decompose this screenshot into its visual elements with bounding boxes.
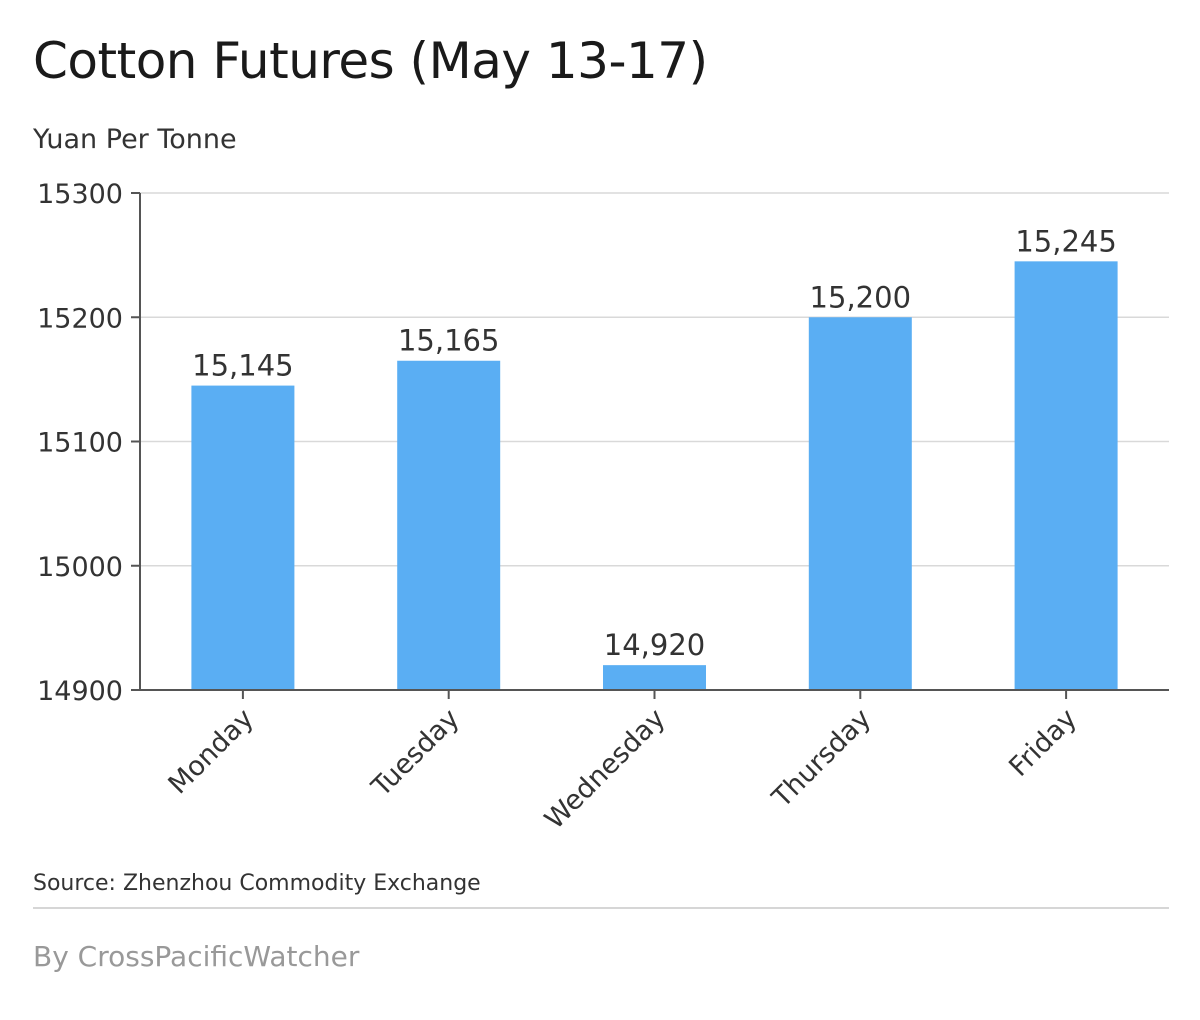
x-tick-label: Tuesday bbox=[365, 703, 465, 803]
bar-friday bbox=[1014, 261, 1118, 690]
x-tick-label: Thursday bbox=[766, 703, 877, 814]
data-label: 15,245 bbox=[1015, 224, 1116, 258]
source-note: Source: Zhenzhou Commodity Exchange bbox=[33, 871, 481, 896]
x-tick-label: Friday bbox=[1003, 703, 1083, 783]
chart-title: Cotton Futures (May 13-17) bbox=[33, 32, 708, 90]
bar-thursday bbox=[808, 317, 912, 690]
data-label: 14,920 bbox=[604, 628, 705, 662]
data-label: 15,165 bbox=[398, 324, 499, 358]
data-label: 15,200 bbox=[810, 280, 911, 314]
y-tick-label: 15300 bbox=[37, 179, 123, 210]
bar-chart: 14900 15000 15100 15200 15300 15,145 Monday 15,… bbox=[37, 179, 1169, 835]
bar-monday bbox=[191, 385, 295, 690]
y-tick-label: 15000 bbox=[37, 552, 123, 583]
y-tick-label: 14900 bbox=[37, 676, 123, 707]
data-label: 15,145 bbox=[192, 349, 293, 383]
credit-line: By CrossPacificWatcher bbox=[33, 940, 360, 973]
bar-tuesday bbox=[397, 360, 501, 690]
y-tick-label: 15200 bbox=[37, 303, 123, 334]
y-tick-label: 15100 bbox=[37, 428, 123, 459]
x-tick-label: Wednesday bbox=[539, 703, 671, 835]
y-axis-unit-label: Yuan Per Tonne bbox=[33, 124, 237, 155]
x-tick-label: Monday bbox=[163, 703, 260, 800]
bar-wednesday bbox=[603, 665, 706, 690]
divider bbox=[33, 907, 1169, 909]
